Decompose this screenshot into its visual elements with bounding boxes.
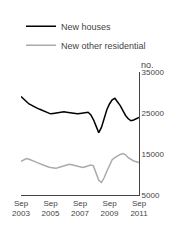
svg-text:25000: 25000 [142, 109, 165, 118]
svg-text:Sep2007: Sep2007 [71, 199, 89, 218]
svg-text:New houses: New houses [61, 22, 111, 32]
svg-text:Sep2011: Sep2011 [130, 199, 148, 218]
svg-text:New other residential: New other residential [61, 41, 146, 51]
svg-text:15000: 15000 [142, 150, 165, 159]
svg-text:Sep2009: Sep2009 [101, 199, 119, 218]
svg-text:5000: 5000 [142, 191, 160, 200]
svg-text:no.: no. [141, 60, 154, 70]
svg-text:Sep2005: Sep2005 [42, 199, 60, 218]
svg-text:Sep2003: Sep2003 [12, 199, 30, 218]
svg-text:35000: 35000 [142, 68, 165, 77]
